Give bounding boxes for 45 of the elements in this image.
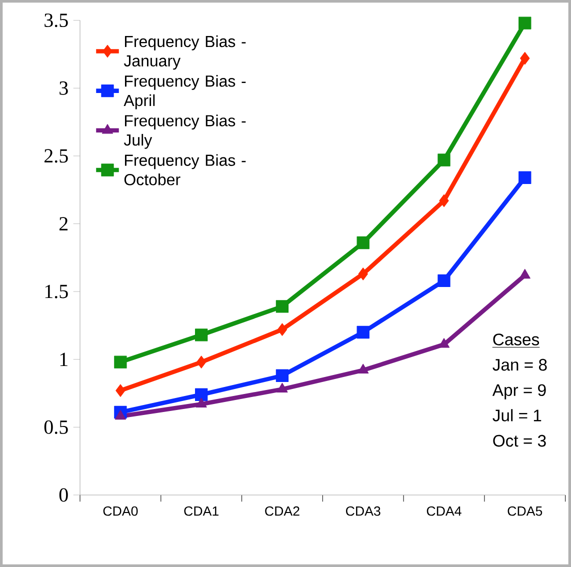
annotation: Jan = 8 [492,358,547,371]
point [195,328,208,342]
point [114,410,126,420]
y-tick-label: 1.5 [45,284,68,298]
legend-label: Frequency Bias - April [124,75,246,110]
y-tick-label: 0.5 [44,420,68,434]
annotation: Apr = 9 [492,384,546,400]
annotation: Oct = 3 [493,434,546,447]
y-tick-label: 1 [60,352,68,366]
point [518,16,532,30]
point [438,274,450,288]
y-tick-label: 3 [60,81,68,95]
annotation: Jul = 1 [492,409,542,422]
point [358,364,369,374]
point [438,154,450,166]
legend-label: Frequency Bias - January [124,35,246,70]
x-tick-label: CDA3 [346,506,380,516]
legend-label: Frequency Bias - October [124,154,246,186]
point [196,398,207,408]
point [277,323,288,336]
point [356,236,370,250]
x-tick-label: CDA2 [265,506,300,516]
point [114,356,127,368]
y-tick-label: 2 [60,217,68,230]
x-tick-label: CDA0 [103,506,138,516]
point [276,300,289,313]
annotation: Cases [493,334,540,346]
point [276,369,289,382]
y-tick-label: 2.5 [44,149,68,163]
x-tick-label: CDA1 [184,506,218,516]
point [439,194,449,208]
legend-label: Frequency Bias - July [124,114,246,149]
point [116,384,126,397]
x-tick-label: CDA4 [426,506,462,516]
point [356,326,370,339]
y-tick-label: 3.5 [44,14,68,28]
point [195,388,208,401]
point [358,268,368,280]
x-tick-label: CDA5 [508,506,542,516]
point [519,268,530,279]
point [196,356,206,368]
y-tick-label: 0 [59,488,68,502]
point [518,171,532,184]
point [276,382,288,393]
point [520,52,530,65]
